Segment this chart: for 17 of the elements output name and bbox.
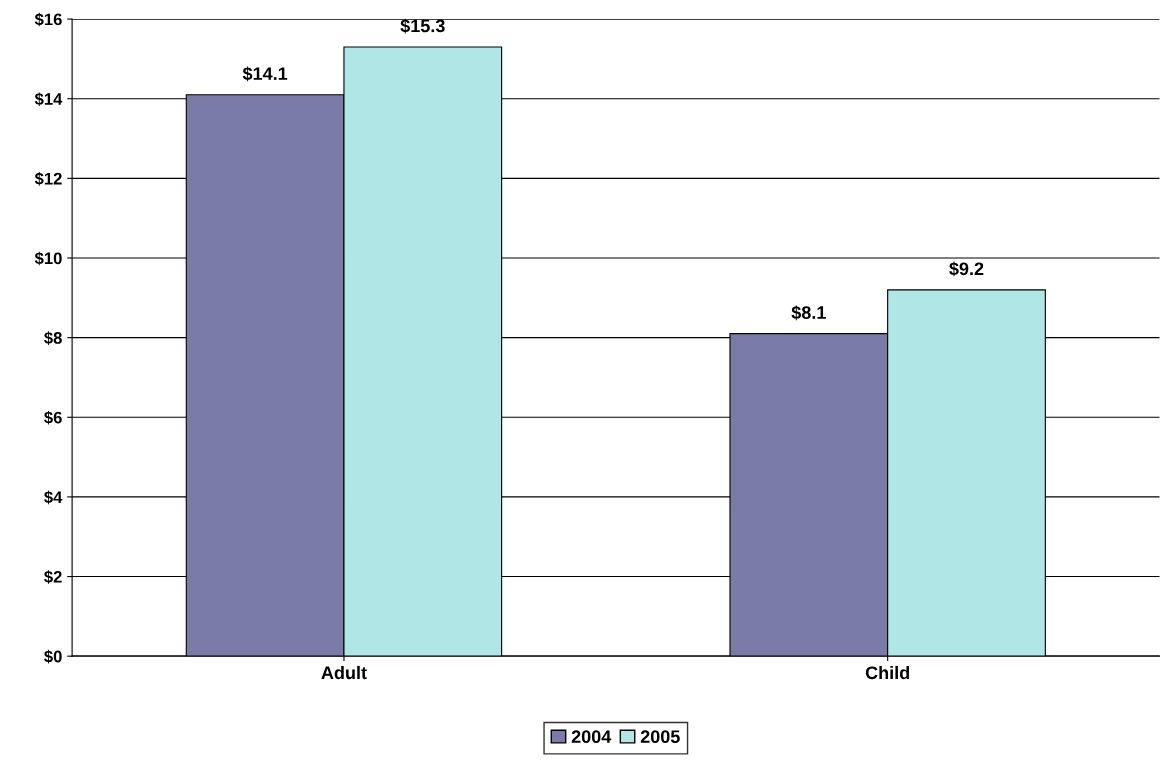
- x-tick-label: Adult: [321, 665, 367, 680]
- y-tick-label: $8: [44, 331, 62, 345]
- legend-label: 2004: [571, 730, 612, 744]
- y-tick-label: $12: [34, 172, 62, 186]
- y-tick-label: $10: [34, 251, 62, 266]
- legend-label: 2005: [640, 730, 680, 744]
- y-tick-label: $0: [44, 649, 62, 664]
- y-tick-label: $2: [44, 570, 62, 584]
- x-tick-label: Child: [865, 665, 910, 680]
- y-tick-label: $16: [34, 12, 62, 27]
- data-label: $15.3: [400, 18, 445, 34]
- data-label: $14.1: [242, 66, 288, 82]
- y-tick-label: $6: [44, 410, 62, 425]
- y-tick-label: $4: [44, 490, 63, 505]
- data-label: $9.2: [949, 261, 984, 277]
- data-label: $8.1: [791, 305, 826, 321]
- y-tick-label: $14: [34, 92, 63, 106]
